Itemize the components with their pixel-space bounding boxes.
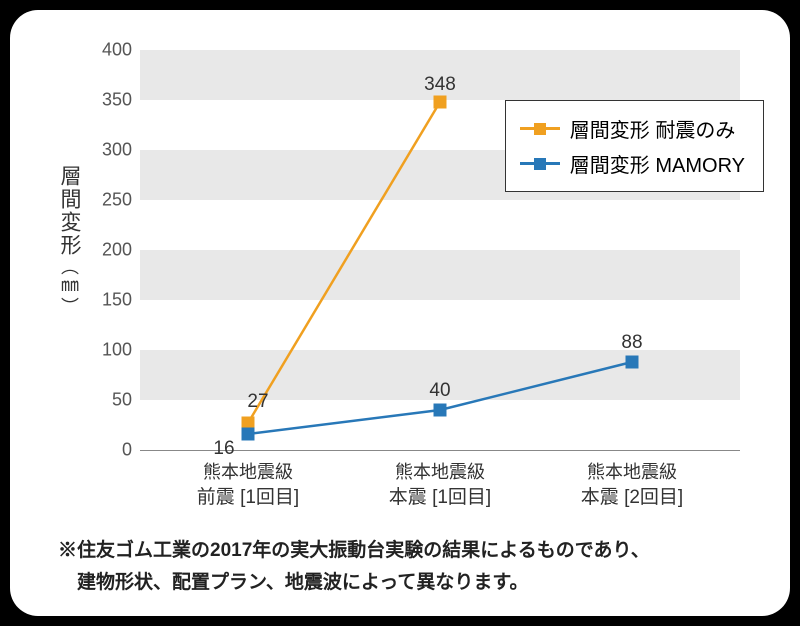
series-marker <box>626 356 639 369</box>
footnote-line2: 建物形状、配置プラン、地震波によって異なります。 <box>58 567 750 599</box>
data-label: 27 <box>247 391 268 413</box>
chart-card: 層間変形（㎜） 0 50 100 150 200 250 300 350 400 熊本地震級前震 … <box>10 10 790 616</box>
y-tick-label: 400 <box>82 40 132 61</box>
legend-item-1: 層間変形 MAMORY <box>520 146 745 181</box>
y-tick-label: 350 <box>82 90 132 111</box>
data-label: 88 <box>621 332 642 354</box>
data-label: 348 <box>424 74 456 96</box>
y-axis-unit: （㎜） <box>59 257 79 317</box>
y-tick-label: 300 <box>82 140 132 161</box>
y-tick-label: 200 <box>82 240 132 261</box>
x-tick-label: 熊本地震級前震 [1回目] <box>168 460 328 512</box>
x-tick-label: 熊本地震級本震 [2回目] <box>552 460 712 512</box>
y-tick-label: 0 <box>82 440 132 461</box>
legend-label-1: 層間変形 MAMORY <box>570 149 745 178</box>
legend-swatch-1 <box>520 162 560 165</box>
y-tick-label: 100 <box>82 340 132 361</box>
series-line <box>248 102 440 423</box>
footnote: ※住友ゴム工業の2017年の実大振動台実験の結果によるものであり、 建物形状、配… <box>58 535 750 600</box>
legend-label-0: 層間変形 耐震のみ <box>570 114 736 143</box>
y-axis-label-text: 層間変形 <box>58 165 81 257</box>
data-label: 16 <box>213 438 234 460</box>
y-tick-label: 250 <box>82 190 132 211</box>
legend-swatch-0 <box>520 127 560 130</box>
series-marker <box>434 96 447 109</box>
y-tick-label: 150 <box>82 290 132 311</box>
y-axis-label: 層間変形（㎜） <box>54 165 84 317</box>
y-tick-label: 50 <box>82 390 132 411</box>
data-label: 40 <box>429 380 450 402</box>
series-marker <box>434 404 447 417</box>
series-marker <box>242 428 255 441</box>
chart-area: 層間変形（㎜） 0 50 100 150 200 250 300 350 400 熊本地震級前震 … <box>10 10 790 510</box>
x-tick-label: 熊本地震級本震 [1回目] <box>360 460 520 512</box>
legend: 層間変形 耐震のみ 層間変形 MAMORY <box>505 100 764 192</box>
legend-item-0: 層間変形 耐震のみ <box>520 111 745 146</box>
footnote-line1: ※住友ゴム工業の2017年の実大振動台実験の結果によるものであり、 <box>58 535 750 567</box>
